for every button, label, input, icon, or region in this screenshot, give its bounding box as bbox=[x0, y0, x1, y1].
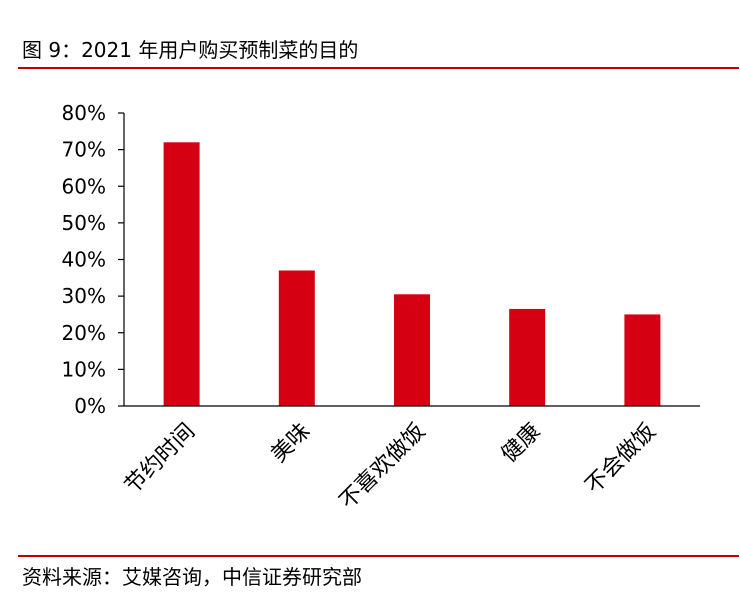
y-tick-label: 80% bbox=[62, 101, 106, 125]
y-tick-label: 30% bbox=[62, 284, 106, 308]
bar bbox=[394, 294, 430, 406]
x-category-label: 美味 bbox=[266, 419, 315, 468]
y-tick-label: 10% bbox=[62, 357, 106, 381]
x-axis-labels: 节约时间 美味 不喜欢做饭 健康 不会做饭 bbox=[120, 419, 661, 514]
bars bbox=[163, 142, 661, 407]
bar bbox=[278, 270, 315, 406]
y-axis-ticks: 0% 10% 20% 30% 40% 50% 60% 70% 80% bbox=[62, 101, 124, 418]
y-tick-label: 70% bbox=[62, 138, 106, 162]
title-divider bbox=[18, 67, 739, 69]
source-note: 资料来源：艾媒咨询，中信证券研究部 bbox=[22, 565, 362, 589]
x-category-label: 健康 bbox=[497, 419, 546, 468]
y-tick-label: 20% bbox=[62, 321, 106, 345]
x-category-label: 节约时间 bbox=[120, 419, 200, 499]
bar bbox=[624, 314, 661, 406]
bar bbox=[509, 308, 546, 406]
bar-chart: 0% 10% 20% 30% 40% 50% 60% 70% 80% 节约时间 美味 不喜欢做饭 健康… bbox=[62, 101, 700, 514]
y-tick-label: 60% bbox=[62, 174, 106, 198]
source-divider bbox=[18, 555, 739, 557]
x-category-label: 不会做饭 bbox=[581, 419, 661, 499]
y-tick-label: 40% bbox=[62, 248, 106, 272]
y-tick-label: 0% bbox=[74, 394, 106, 418]
bar bbox=[163, 142, 200, 407]
x-category-label: 不喜欢做饭 bbox=[335, 419, 430, 514]
figure-title: 图 9：2021 年用户购买预制菜的目的 bbox=[22, 38, 359, 62]
y-tick-label: 50% bbox=[62, 211, 106, 235]
